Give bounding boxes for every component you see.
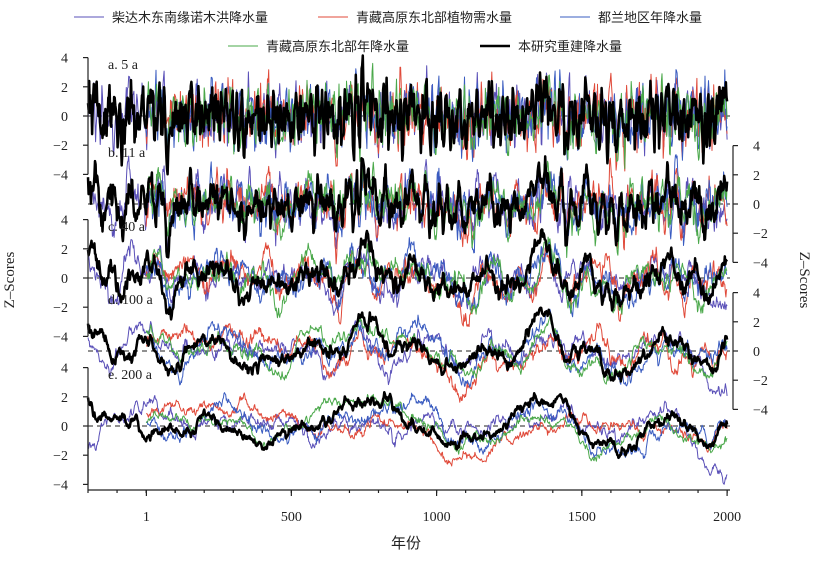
series-line-5	[86, 155, 729, 259]
series-line-1	[87, 395, 728, 485]
y-axis-2: 4 2 0 −2 −4	[732, 140, 768, 271]
y-tick-label: 2	[61, 391, 68, 406]
y-axis-label-right: Z–Scores	[796, 252, 812, 309]
y-axis-1: 4 2 0 −2 −4	[53, 52, 89, 183]
y-tick-label: −2	[53, 449, 68, 464]
y-tick-label: −4	[753, 256, 768, 271]
panel-label: b. 11 a	[108, 146, 146, 161]
y-tick-label: −4	[53, 168, 68, 183]
series-line-4	[145, 393, 728, 462]
x-axis: 1 500 1000 1500 2000	[87, 430, 741, 525]
panel-label: a. 5 a	[108, 58, 139, 73]
y-tick-label: −4	[53, 330, 68, 345]
chart-panels: a. 5 a b. 11 a c. 40 a d. 100 a e. 200 a	[86, 54, 730, 485]
panel-1: a. 5 a	[86, 54, 730, 176]
panel-2: b. 11 a	[86, 146, 730, 265]
x-tick-label: 1500	[568, 510, 596, 525]
x-tick-label: 500	[281, 510, 302, 525]
legend-item-2: 青藏高原东北部植物需水量	[318, 10, 512, 26]
y-tick-label: −4	[753, 403, 768, 418]
series-line-5	[86, 390, 729, 460]
y-axis-4: 4 2 0 −2 −4	[732, 287, 768, 418]
y-tick-label: −4	[53, 478, 68, 493]
series-line-3	[145, 308, 728, 388]
legend-item-3: 都兰地区年降水量	[560, 11, 702, 26]
x-tick-label: 1	[143, 510, 150, 525]
y-tick-label: −2	[753, 227, 768, 242]
y-tick-label: 0	[753, 198, 760, 213]
y-tick-label: 2	[61, 81, 68, 96]
legend-label: 青藏高原东北部植物需水量	[356, 10, 512, 26]
series-line-4	[145, 236, 728, 319]
y-tick-label: 4	[753, 287, 760, 302]
panel-3: c. 40 a	[86, 220, 730, 327]
series-line-4	[145, 315, 728, 385]
series-line-5	[86, 54, 729, 176]
series-line-5	[86, 228, 729, 321]
y-tick-label: 0	[61, 420, 68, 435]
panel-label: c. 40 a	[108, 220, 146, 235]
y-tick-label: 4	[61, 52, 68, 67]
series-line-2	[146, 392, 728, 467]
legend-label: 柴达木东南缘诺木洪降水量	[112, 10, 268, 26]
legend-label: 都兰地区年降水量	[598, 11, 702, 26]
y-tick-label: 0	[753, 345, 760, 360]
y-axis-3: 4 2 0 −2 −4	[53, 214, 89, 345]
y-tick-label: 4	[753, 140, 760, 155]
legend-item-4: 青藏高原东北部年降水量	[228, 39, 409, 55]
y-tick-label: −2	[753, 374, 768, 389]
x-tick-label: 1000	[423, 510, 451, 525]
y-tick-label: 2	[753, 169, 760, 184]
y-tick-label: 4	[61, 214, 68, 229]
panel-5: e. 200 a	[86, 368, 730, 485]
legend-label: 本研究重建降水量	[518, 39, 622, 55]
y-axis-5: 4 2 0 −2 −4	[53, 362, 89, 493]
y-tick-label: −2	[53, 139, 68, 154]
y-tick-label: 2	[753, 316, 760, 331]
panel-4: d. 100 a	[86, 293, 730, 403]
y-axis-label-left: Z–Scores	[2, 252, 18, 309]
y-tick-label: 2	[61, 243, 68, 258]
y-tick-label: 0	[61, 110, 68, 125]
series-line-3	[145, 154, 728, 254]
legend: 柴达木东南缘诺木洪降水量 青藏高原东北部植物需水量 都兰地区年降水量青藏高原东北部年…	[74, 10, 702, 55]
y-tick-label: 0	[61, 272, 68, 287]
y-tick-label: −2	[53, 301, 68, 316]
x-tick-label: 2000	[713, 510, 741, 525]
panel-label: e. 200 a	[108, 368, 153, 383]
legend-item-1: 柴达木东南缘诺木洪降水量	[74, 10, 268, 26]
series-line-5	[86, 306, 729, 383]
legend-item-5: 本研究重建降水量	[480, 39, 622, 55]
x-axis-label: 年份	[391, 534, 421, 552]
panel-label: d. 100 a	[108, 293, 154, 308]
legend-label: 青藏高原东北部年降水量	[266, 39, 409, 55]
y-tick-label: 4	[61, 362, 68, 377]
